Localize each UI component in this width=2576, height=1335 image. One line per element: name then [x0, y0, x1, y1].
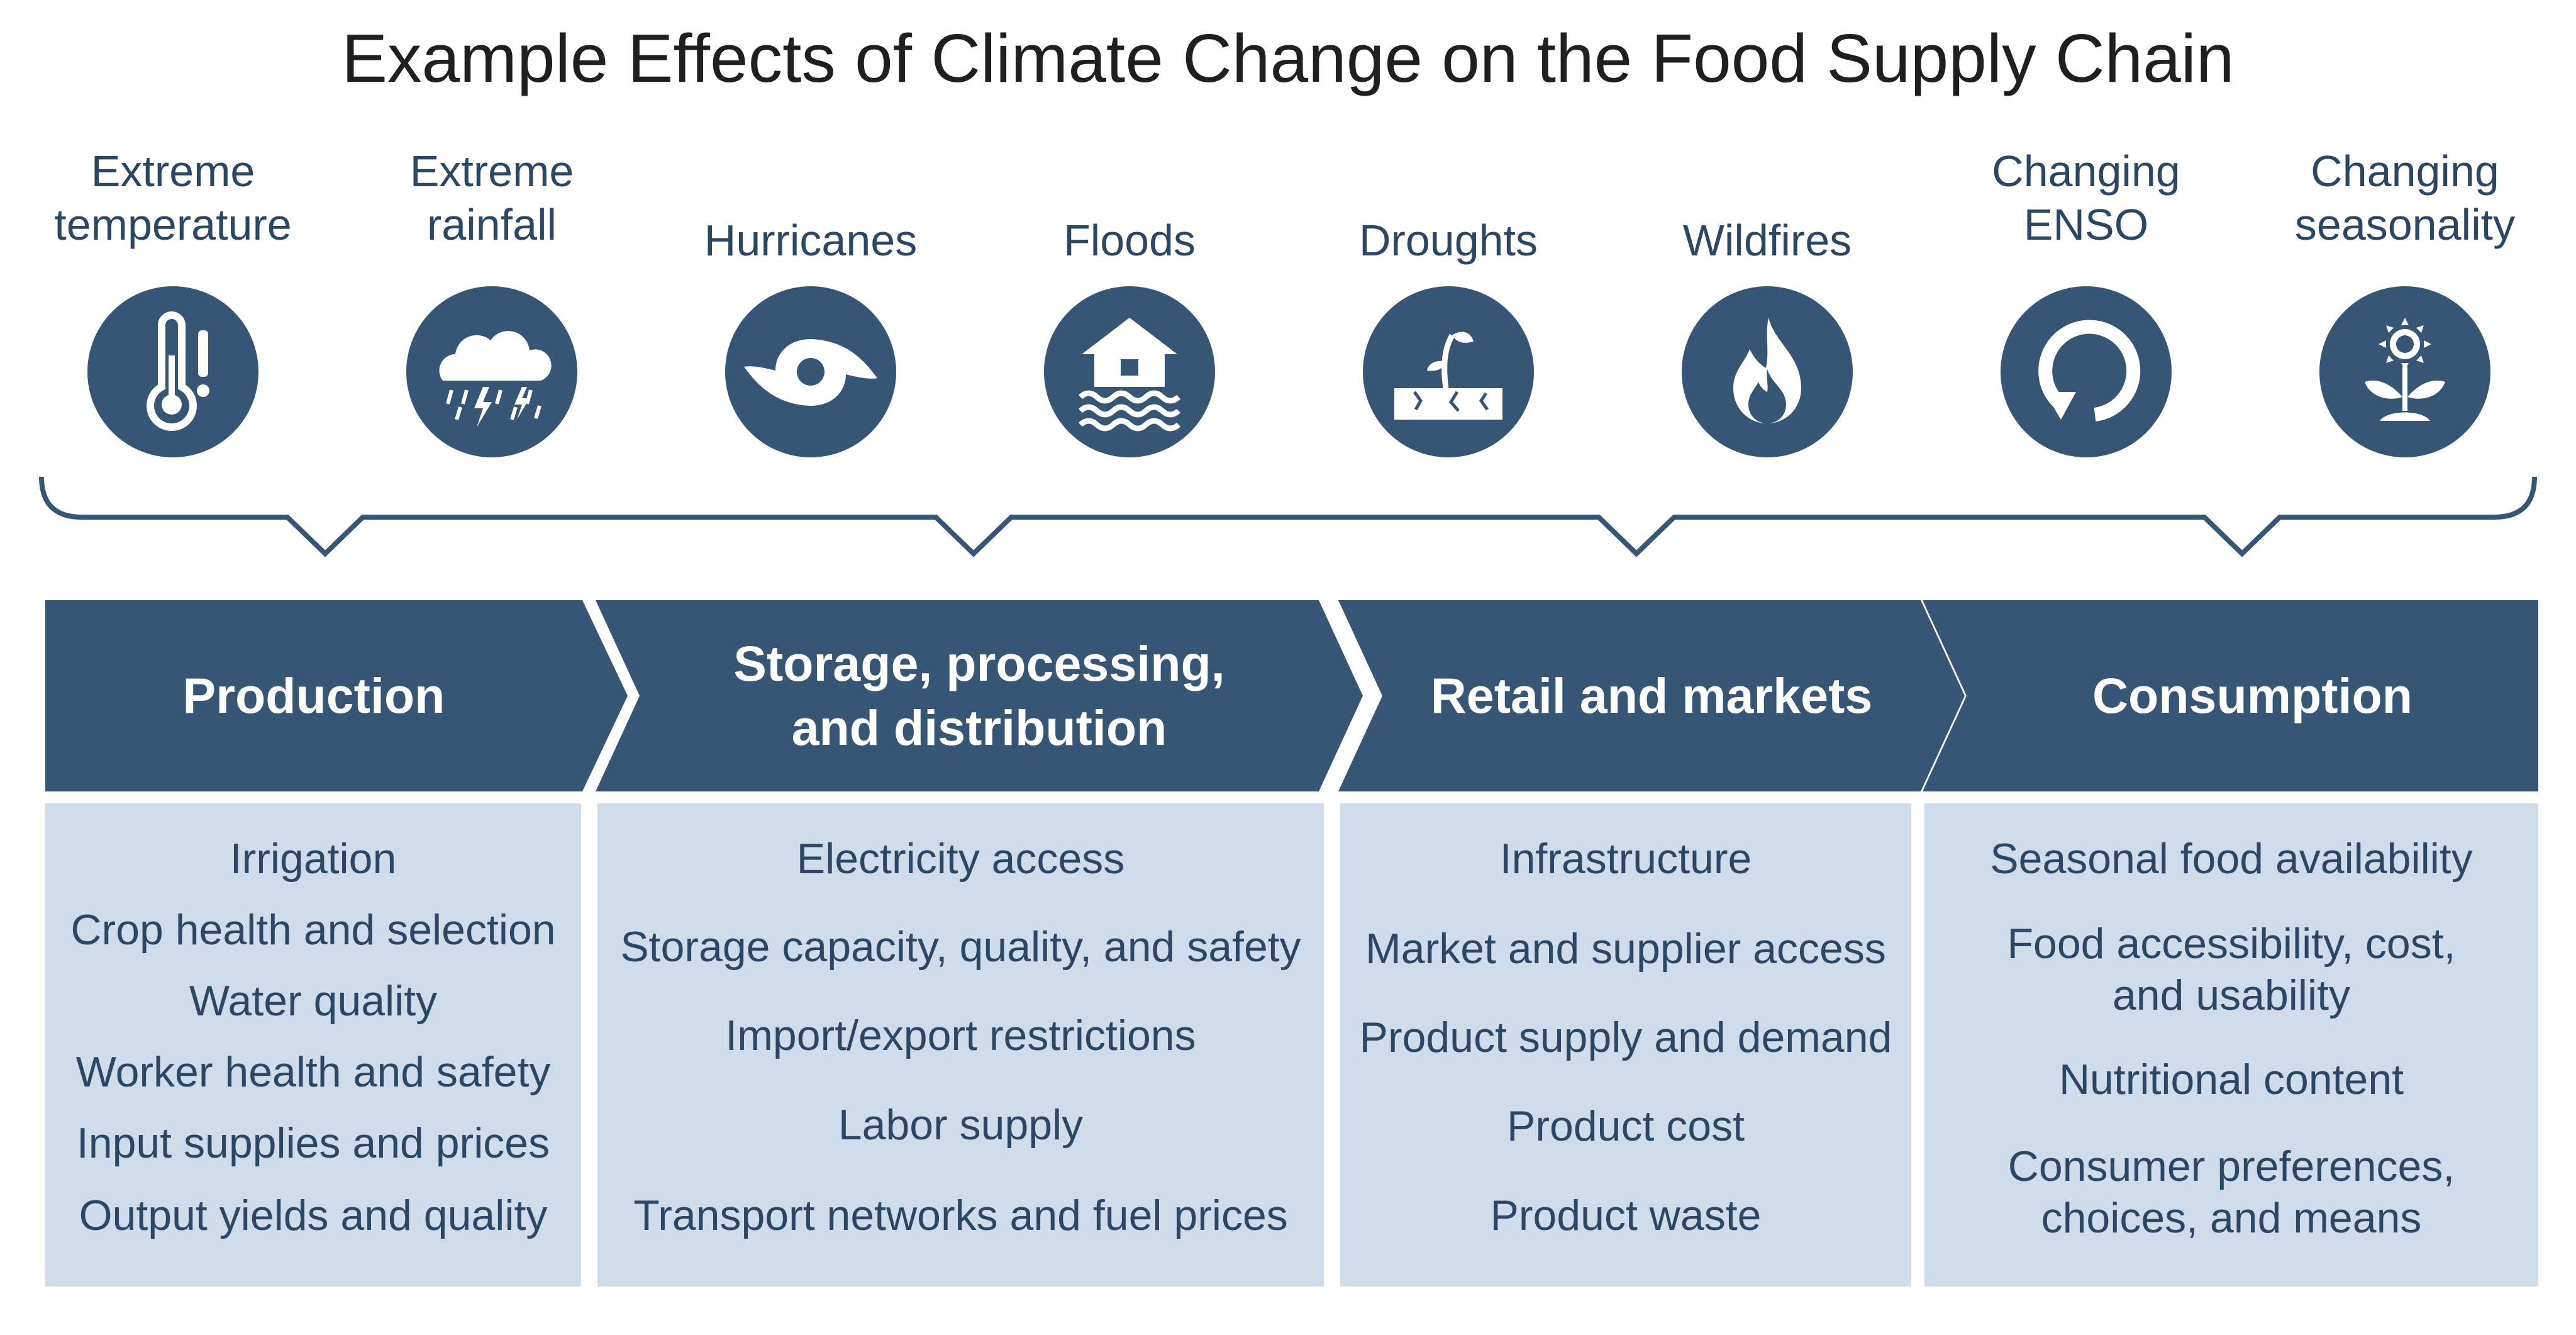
stage-chevron-shape	[45, 600, 628, 791]
flooded-house-icon	[1044, 286, 1215, 457]
effects-production: Irrigation Crop health and selection Wat…	[45, 803, 581, 1287]
effect-item: Product waste	[1490, 1192, 1762, 1239]
stage-label: Consumption	[2092, 668, 2413, 723]
hazard-label: Extreme rainfall	[409, 147, 574, 249]
effect-item: Input supplies and prices	[76, 1119, 550, 1167]
effect-item: Import/export restrictions	[725, 1012, 1196, 1059]
stage-retail-and-markets: Retail and markets	[1338, 600, 1965, 791]
stage-storage-processing-distribution: Storage, processing, and distribution	[596, 600, 1363, 791]
hazard-label: Hurricanes	[704, 216, 918, 265]
page-title: Example Effects of Climate Change on the…	[341, 20, 2235, 97]
stage-label: Retail and markets	[1430, 668, 1873, 723]
effect-item: Consumer preferences, choices, and means	[2007, 1142, 2455, 1242]
effect-item: Seasonal food availability	[1990, 835, 2473, 883]
sunflower-icon	[2319, 286, 2490, 457]
effect-item: Crop health and selection	[70, 906, 556, 954]
effect-item: Nutritional content	[2058, 1056, 2404, 1103]
effects-retail-and-markets: Infrastructure Market and supplier acces…	[1340, 803, 1911, 1287]
hazard-label: Droughts	[1358, 216, 1538, 265]
effect-item: Product supply and demand	[1359, 1014, 1892, 1061]
stage-chevron-shape	[1923, 600, 2538, 791]
stage-label: Production	[182, 668, 445, 723]
effect-item: Water quality	[189, 977, 438, 1025]
cycle-arrow-icon	[2001, 286, 2172, 457]
effect-item: Electricity access	[796, 835, 1125, 883]
hazard-label: Floods	[1063, 216, 1196, 265]
hurricane-icon	[725, 286, 896, 457]
stage-production: Production	[45, 600, 628, 791]
storm-cloud-icon	[406, 286, 577, 457]
effect-item: Output yields and quality	[79, 1192, 548, 1239]
effect-item: Irrigation	[230, 835, 397, 883]
drought-sprout-icon	[1363, 286, 1534, 457]
effects-storage-processing-distribution: Electricity access Storage capacity, qua…	[597, 803, 1324, 1287]
stage-consumption: Consumption	[1923, 600, 2538, 791]
effect-item: Food accessibility, cost, and usability	[2007, 920, 2456, 1019]
hazard-label: Extreme temperature	[54, 147, 292, 249]
thermometer-alert-icon	[87, 286, 258, 457]
hazard-label: Changing seasonality	[2294, 147, 2516, 249]
stage-chevron-shape	[596, 600, 1363, 791]
effect-item: Market and supplier access	[1365, 925, 1886, 973]
hazard-label: Changing ENSO	[1992, 147, 2180, 249]
effect-item: Infrastructure	[1499, 835, 1752, 883]
effect-item: Worker health and safety	[75, 1048, 551, 1096]
stage-label: Storage, processing, and distribution	[733, 635, 1225, 756]
effect-item: Storage capacity, quality, and safety	[620, 923, 1301, 971]
flame-icon	[1682, 286, 1853, 457]
effect-item: Product cost	[1507, 1102, 1745, 1150]
hazard-label: Wildfires	[1682, 216, 1852, 265]
effects-consumption: Seasonal food availability Food accessib…	[1924, 803, 2538, 1287]
stage-chevron-shape	[1338, 600, 1965, 791]
effect-item: Labor supply	[838, 1101, 1084, 1149]
effect-item: Transport networks and fuel prices	[633, 1192, 1288, 1239]
